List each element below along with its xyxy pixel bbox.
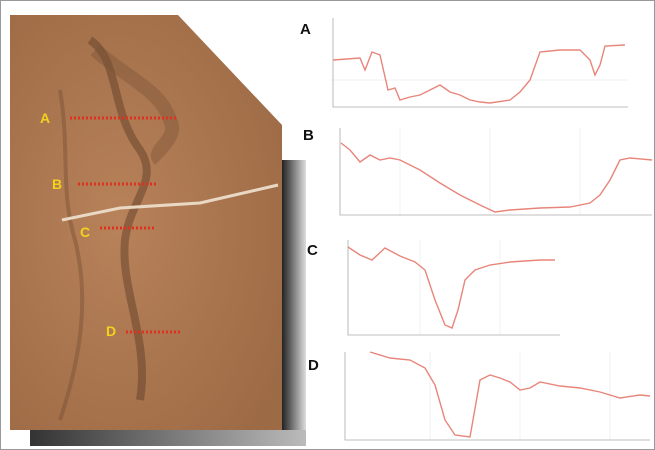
panel-label: D bbox=[308, 357, 319, 374]
image-label: A bbox=[40, 110, 50, 126]
profile-panel: D bbox=[308, 351, 651, 441]
photo-edge bbox=[282, 160, 306, 432]
profile-panel: B bbox=[303, 127, 653, 216]
image-label: B bbox=[52, 176, 62, 192]
image-label: D bbox=[106, 323, 116, 339]
profile-panel: A bbox=[300, 18, 628, 108]
photo-edge bbox=[30, 430, 306, 446]
panel-label: C bbox=[307, 242, 318, 259]
panel-label: A bbox=[300, 21, 311, 38]
profile-panel: C bbox=[307, 240, 560, 336]
channel bbox=[90, 44, 179, 165]
image-label: C bbox=[80, 224, 90, 240]
panel-label: B bbox=[303, 127, 314, 144]
road bbox=[61, 183, 279, 222]
channel bbox=[87, 36, 151, 401]
channel bbox=[58, 89, 85, 421]
